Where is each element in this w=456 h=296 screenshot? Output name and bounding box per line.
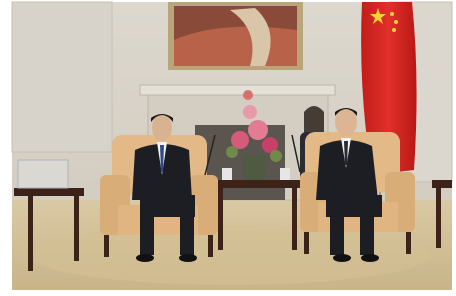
chair-leg bbox=[208, 235, 213, 257]
flag-star bbox=[390, 12, 394, 16]
mantel bbox=[140, 85, 335, 95]
vase bbox=[243, 155, 265, 180]
chair-leg bbox=[304, 232, 309, 254]
page bbox=[0, 0, 456, 296]
side-table bbox=[14, 188, 84, 196]
table-leg bbox=[292, 188, 297, 250]
cup bbox=[280, 168, 290, 180]
tea-set bbox=[18, 160, 68, 188]
center-table bbox=[212, 180, 302, 188]
flag-star bbox=[392, 28, 396, 32]
chair-leg bbox=[104, 235, 109, 257]
wall-panel bbox=[12, 2, 112, 152]
side-table bbox=[432, 180, 452, 188]
chair-leg bbox=[406, 232, 411, 254]
table-leg bbox=[218, 188, 223, 250]
table-leg bbox=[436, 188, 441, 248]
hair bbox=[304, 106, 324, 135]
table-leg bbox=[74, 196, 79, 261]
table-leg bbox=[28, 196, 33, 271]
photo bbox=[0, 0, 456, 296]
cup bbox=[222, 168, 232, 180]
flag-star bbox=[394, 20, 398, 24]
